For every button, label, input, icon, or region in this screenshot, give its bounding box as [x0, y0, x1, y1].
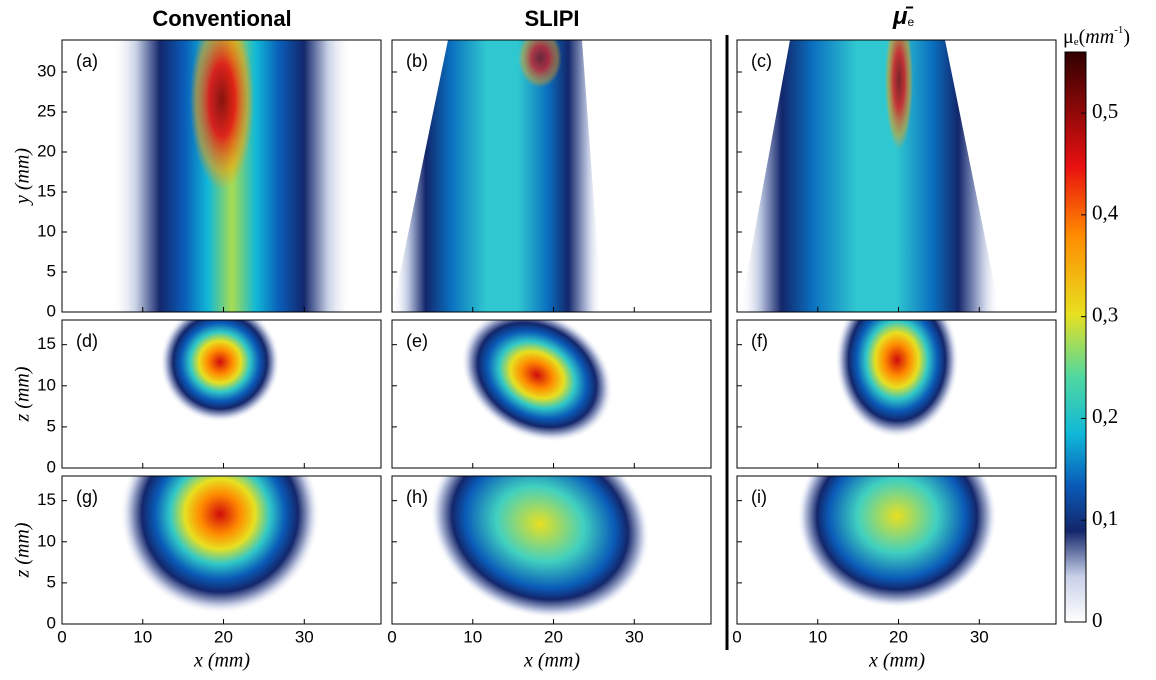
- y-tick-label: 5: [47, 416, 56, 435]
- x-tick-label: 30: [970, 627, 989, 646]
- heatmap: [112, 40, 352, 312]
- y-tick-label: 20: [37, 141, 56, 160]
- panel-frame: [736, 319, 1057, 469]
- x-tick-label: 0: [57, 627, 66, 646]
- panel-frame: [391, 39, 712, 313]
- y-tick-label: 15: [37, 181, 56, 200]
- heatmap: [740, 40, 1000, 312]
- panel-label: (b): [406, 51, 428, 71]
- x-tick-label: 0: [387, 627, 396, 646]
- column-title: SLIPI: [524, 6, 579, 31]
- panel-frame: [391, 319, 712, 469]
- panel-frame: [61, 319, 382, 469]
- column-title: Conventional: [152, 6, 291, 31]
- colorbar-tick-label: 0,5: [1092, 99, 1118, 123]
- x-axis-label: x (mm): [193, 650, 250, 672]
- y-tick-label: 5: [47, 572, 56, 591]
- y-tick-label: 15: [37, 334, 56, 353]
- x-tick-label: 10: [463, 627, 482, 646]
- cb-unit: mm: [1085, 26, 1114, 48]
- y-tick-label: 10: [37, 221, 56, 240]
- panel-label: (d): [76, 331, 98, 351]
- panel-label: (c): [751, 51, 772, 71]
- y-tick-label: 30: [37, 61, 56, 80]
- panel-frame: [61, 39, 382, 313]
- hot-spot: [885, 40, 913, 150]
- intensity-blob: [461, 320, 613, 442]
- heatmap: [160, 320, 280, 422]
- panel-label: (i): [751, 487, 767, 507]
- x-tick-label: 10: [133, 627, 152, 646]
- x-tick-label: 30: [295, 627, 314, 646]
- colorbar-tick-label: 0: [1092, 608, 1103, 632]
- y-axis-label: y (mm): [12, 148, 34, 206]
- colorbar-tick-label: 0,3: [1092, 302, 1118, 326]
- hot-spot: [518, 40, 562, 88]
- heatmap: [430, 476, 650, 619]
- panel-frame: [61, 475, 382, 625]
- colorbar-label: μe(mm-1): [1063, 24, 1130, 48]
- y-tick-label: 5: [47, 261, 56, 280]
- heatmap: [392, 40, 602, 312]
- y-tick-label: 10: [37, 375, 56, 394]
- x-tick-label: 10: [808, 627, 827, 646]
- cb-subscript: e: [1074, 36, 1079, 48]
- cb-exponent: -1: [1114, 24, 1123, 36]
- colorbar-tick-label: 0,1: [1092, 506, 1118, 530]
- x-axis-label: x (mm): [868, 650, 925, 672]
- y-tick-label: 15: [37, 490, 56, 509]
- intensity-blob: [120, 476, 320, 614]
- colorbar-tick-label: 0,4: [1092, 201, 1119, 225]
- heatmap: [120, 476, 320, 614]
- y-axis-label: z (mm): [12, 522, 34, 578]
- title-subscript: e: [907, 15, 914, 29]
- intensity-blob: [430, 476, 650, 619]
- y-tick-label: 0: [47, 613, 56, 632]
- panel-label: (e): [406, 331, 428, 351]
- x-tick-label: 20: [214, 627, 233, 646]
- colorbar: [1064, 51, 1087, 623]
- heatmap: [797, 476, 997, 608]
- y-tick-label: 0: [47, 301, 56, 320]
- heatmap: [835, 320, 959, 438]
- cb-unit-open: (: [1079, 26, 1086, 48]
- colorbar-tick-label: 0,2: [1092, 404, 1118, 428]
- panel-label: (a): [76, 51, 98, 71]
- intensity-band: [392, 40, 602, 312]
- y-tick-label: 0: [47, 457, 56, 476]
- panel-frame: [391, 475, 712, 625]
- panel-label: (g): [76, 487, 98, 507]
- y-tick-label: 25: [37, 101, 56, 120]
- x-tick-label: 20: [889, 627, 908, 646]
- y-tick-label: 10: [37, 531, 56, 550]
- panel-frame: [736, 475, 1057, 625]
- heatmap: [461, 320, 613, 442]
- x-tick-label: 30: [625, 627, 644, 646]
- cb-symbol: μ: [1063, 26, 1074, 48]
- x-tick-label: 20: [544, 627, 563, 646]
- x-tick-label: 0: [732, 627, 741, 646]
- x-axis-label: x (mm): [523, 650, 580, 672]
- hot-spot: [190, 40, 254, 190]
- intensity-blob: [835, 320, 959, 438]
- intensity-blob: [160, 320, 280, 422]
- panel-frame: [736, 39, 1057, 313]
- y-axis-label: z (mm): [12, 366, 34, 422]
- panel-label: (f): [751, 331, 768, 351]
- panel-label: (h): [406, 487, 428, 507]
- column-title: μ̄e: [892, 3, 914, 30]
- cb-unit-close: ): [1123, 26, 1130, 48]
- intensity-band: [740, 40, 1000, 312]
- intensity-blob: [797, 476, 997, 608]
